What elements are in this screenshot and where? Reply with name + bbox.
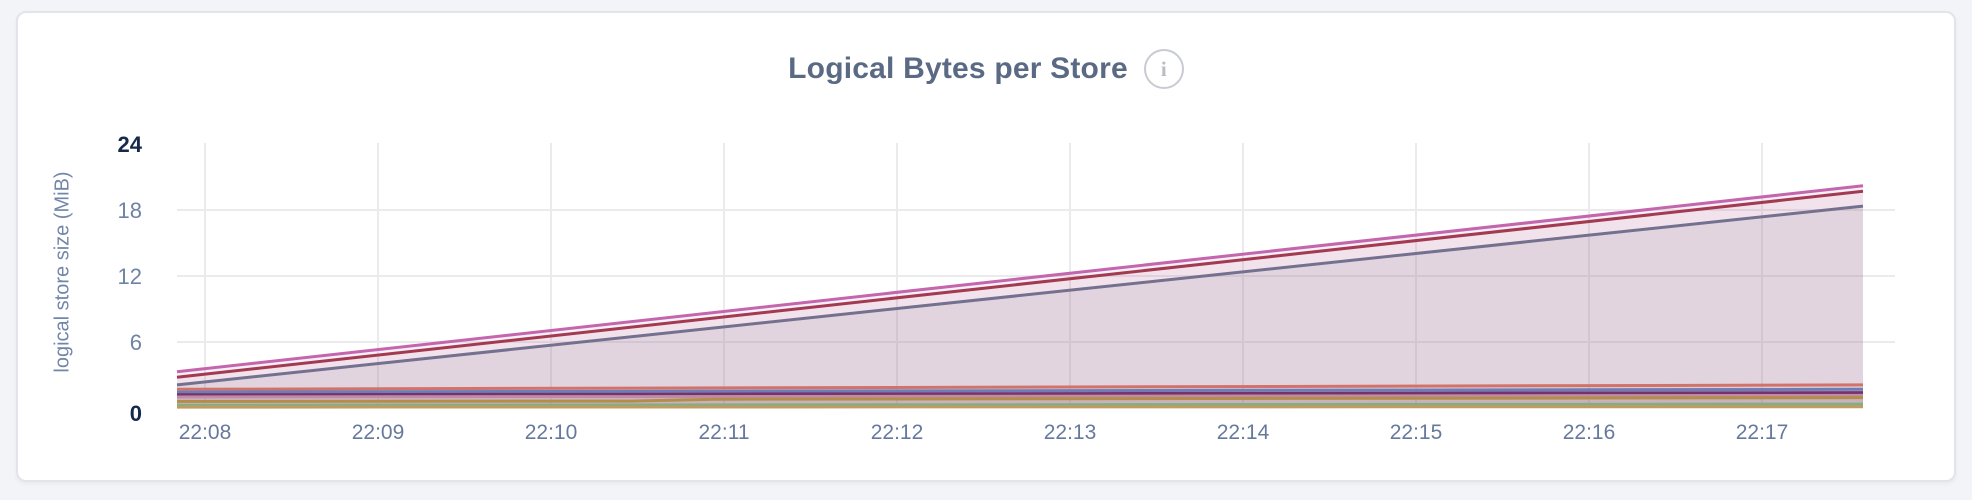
x-tick-label: 22:11	[698, 421, 750, 444]
y-axis-label: logical store size (MiB)	[51, 171, 74, 373]
x-tick-label: 22:17	[1735, 421, 1789, 444]
y-tick-label: 6	[129, 330, 142, 355]
y-tick-label: 24	[117, 132, 142, 157]
info-icon[interactable]: i	[1143, 49, 1184, 89]
chart-title: Logical Bytes per Store	[788, 52, 1128, 85]
x-tick-label: 22:12	[870, 421, 924, 444]
x-tick-label: 22:13	[1043, 421, 1097, 444]
x-tick-label: 22:14	[1216, 421, 1270, 444]
x-tick-label: 22:16	[1562, 421, 1616, 444]
y-tick-label: 12	[117, 264, 142, 289]
y-tick-label: 0	[129, 401, 142, 426]
x-tick-label: 22:09	[351, 421, 405, 444]
chart-plot-area[interactable]	[177, 143, 1895, 409]
x-tick-label: 22:08	[178, 421, 232, 444]
chart-header: Logical Bytes per Store i	[18, 49, 1954, 89]
x-tick-label: 22:15	[1389, 421, 1443, 444]
y-tick-label: 18	[117, 198, 142, 223]
x-tick-label: 22:10	[524, 421, 578, 444]
